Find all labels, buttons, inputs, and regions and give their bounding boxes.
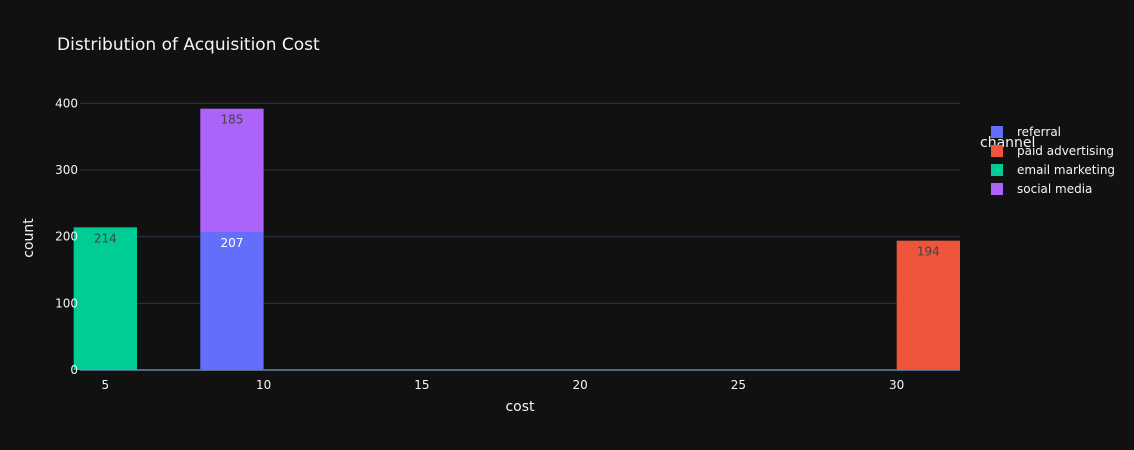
x-tick-label: 5 xyxy=(102,378,110,392)
bar-value-label: 214 xyxy=(94,231,117,245)
x-tick-label: 30 xyxy=(889,378,904,392)
bar-value-label: 207 xyxy=(220,236,243,250)
y-tick-label: 300 xyxy=(55,163,78,177)
y-tick-label: 0 xyxy=(70,363,78,377)
y-tick-label: 400 xyxy=(55,96,78,110)
x-tick-label: 25 xyxy=(731,378,746,392)
x-tick-label: 15 xyxy=(414,378,429,392)
legend-swatch[interactable] xyxy=(991,145,1003,157)
bars xyxy=(73,108,960,370)
legend-swatch[interactable] xyxy=(991,183,1003,195)
legend-item-label[interactable]: social media xyxy=(1017,182,1092,196)
chart-title: Distribution of Acquisition Cost xyxy=(57,35,320,55)
bar-value-label: 185 xyxy=(220,113,243,127)
legend-swatch[interactable] xyxy=(991,164,1003,176)
bar-paid-advertising xyxy=(896,240,960,370)
x-axis-ticks: 5 10 15 20 25 30 xyxy=(102,378,905,392)
y-axis-title: count xyxy=(21,218,37,258)
legend-item-label[interactable]: referral xyxy=(1017,125,1061,139)
y-tick-label: 200 xyxy=(55,230,78,244)
bar-email-marketing xyxy=(73,227,137,370)
legend-item-label[interactable]: paid advertising xyxy=(1017,144,1114,158)
y-tick-label: 100 xyxy=(55,296,78,310)
x-tick-label: 10 xyxy=(256,378,271,392)
legend-swatch[interactable] xyxy=(991,126,1003,138)
bar-labels: 207 194 214 185 xyxy=(94,113,940,259)
x-axis-title: cost xyxy=(505,399,535,415)
bar-social-media xyxy=(200,108,264,232)
x-tick-label: 20 xyxy=(573,378,588,392)
bar-referral xyxy=(200,232,264,370)
y-axis-ticks: 0 100 200 300 400 xyxy=(55,96,78,377)
bar-value-label: 194 xyxy=(917,245,940,259)
legend-item-label[interactable]: email marketing xyxy=(1017,163,1115,177)
